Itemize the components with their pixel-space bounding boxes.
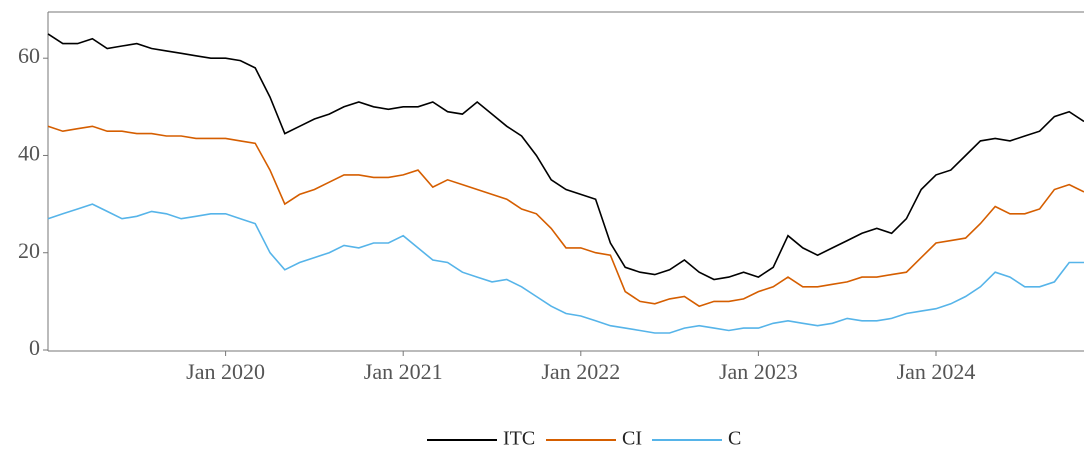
x-tick-label: Jan 2021 [364, 359, 443, 384]
x-tick-label: Jan 2024 [897, 359, 976, 384]
y-tick-label: 0 [29, 335, 40, 360]
series-line [47, 33, 1084, 281]
legend-label: C [728, 428, 741, 450]
x-tick-label: Jan 2020 [186, 359, 265, 384]
x-tick-label: Jan 2022 [541, 359, 620, 384]
y-tick-label: 60 [18, 43, 40, 68]
legend-label: CI [622, 428, 642, 450]
y-tick-label: 40 [18, 141, 40, 166]
series-line [47, 125, 1084, 308]
series-line [47, 203, 1084, 334]
x-tick-label: Jan 2023 [719, 359, 798, 384]
y-tick-label: 20 [18, 238, 40, 263]
legend-label: ITC [503, 428, 535, 450]
